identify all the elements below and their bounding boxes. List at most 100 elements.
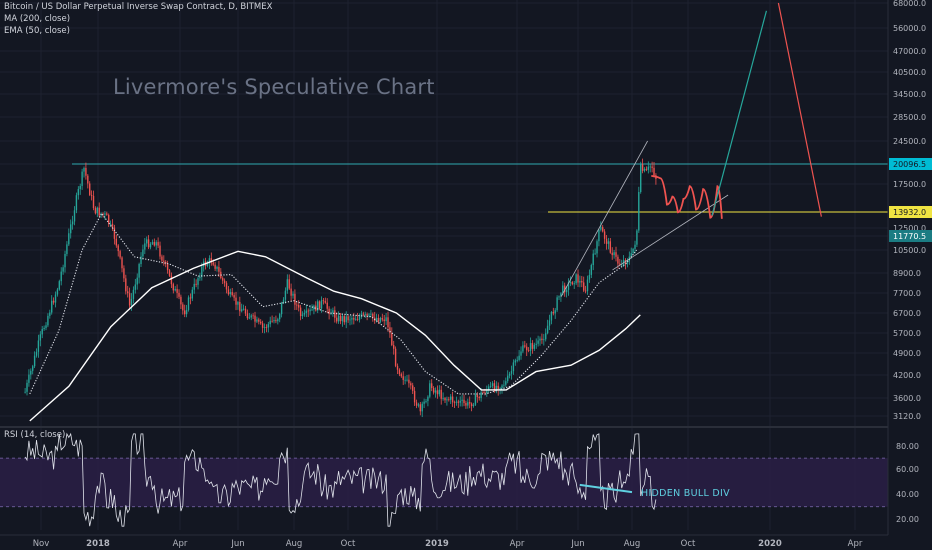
candle-body xyxy=(345,316,347,323)
candle-body xyxy=(292,293,294,296)
time-tick-label: Oct xyxy=(341,539,356,549)
price-tick-label: 3120.0 xyxy=(893,412,921,421)
candle-body xyxy=(309,309,311,312)
price-tag xyxy=(889,206,932,218)
candle-body xyxy=(336,317,338,322)
candle-body xyxy=(153,242,156,246)
rsi-tick-label: 40.00 xyxy=(896,490,919,499)
trend-line xyxy=(612,194,729,271)
candle-body xyxy=(210,258,213,263)
candle-body xyxy=(432,387,435,393)
price-tick-label: 28500.0 xyxy=(893,113,926,122)
rsi-legend[interactable]: RSI (14, close) xyxy=(4,430,66,440)
time-axis[interactable]: Nov 2018 Apr Jun Aug Oct 2019 Apr Jun Aug Oct 2020 A… xyxy=(0,534,932,550)
candle-body xyxy=(353,318,355,320)
candle-body xyxy=(258,319,260,322)
candle-body xyxy=(381,318,384,320)
candle-body xyxy=(96,207,99,214)
candle-body xyxy=(488,386,490,390)
price-tick-label: 68000.0 xyxy=(893,0,926,8)
trend-line xyxy=(560,140,648,297)
projected-wave xyxy=(651,175,723,219)
time-tick-label: 2018 xyxy=(86,539,110,549)
price-tick-label: 17500.0 xyxy=(893,180,926,189)
candle-body xyxy=(172,284,175,291)
candle-body xyxy=(605,238,608,244)
candle-body xyxy=(174,289,176,291)
candle-body xyxy=(653,167,655,176)
candle-body xyxy=(47,315,49,326)
candle-body xyxy=(596,241,598,254)
candle-body xyxy=(516,359,518,361)
candle-body xyxy=(423,401,425,404)
candle-body xyxy=(193,283,195,290)
candle-body xyxy=(602,227,604,232)
candle-body xyxy=(438,389,441,395)
price-tick-label: 3600.0 xyxy=(893,394,921,403)
candle-body xyxy=(277,319,279,322)
time-tick-label: Apr xyxy=(510,539,525,549)
candle-body xyxy=(71,221,74,225)
candle-body xyxy=(377,317,380,322)
candle-body xyxy=(166,263,169,271)
ema50-line xyxy=(29,212,638,395)
candle-body xyxy=(394,348,397,366)
ma-legend[interactable]: MA (200, close) xyxy=(4,14,71,24)
candle-body xyxy=(412,385,414,391)
candle-body xyxy=(455,401,458,403)
price-axis[interactable]: 68000.0 56000.0 47000.0 40500.0 34500.0 28500… xyxy=(887,0,932,550)
candle-body xyxy=(398,369,401,375)
candle-body xyxy=(611,252,613,256)
ema-legend[interactable]: EMA (50, close) xyxy=(4,26,70,36)
candle-body xyxy=(73,210,76,222)
price-tick-label: 40500.0 xyxy=(893,68,926,77)
candle-body xyxy=(290,288,292,296)
candle-body xyxy=(372,313,374,318)
price-tag-label: 20096.5 xyxy=(893,160,926,169)
candle-body xyxy=(144,243,146,250)
candle-body xyxy=(212,262,214,265)
symbol-title[interactable]: Bitcoin / US Dollar Perpetual Inverse Sw… xyxy=(4,2,273,12)
candle-body xyxy=(626,261,629,264)
candle-body xyxy=(254,315,256,322)
time-axis-bg xyxy=(0,535,932,550)
candle-body xyxy=(235,297,237,305)
candle-body xyxy=(375,317,378,321)
candle-body xyxy=(389,327,391,334)
candle-body xyxy=(592,253,594,266)
candle-body xyxy=(146,239,148,244)
candle-body xyxy=(130,298,133,306)
candle-body xyxy=(111,223,114,228)
candle-body xyxy=(478,397,480,398)
time-tick-label: Jun xyxy=(570,539,584,549)
candle-body xyxy=(79,185,81,190)
candle-body xyxy=(241,309,243,312)
candle-body xyxy=(75,195,78,211)
candle-body xyxy=(33,355,36,367)
candle-body xyxy=(83,167,85,172)
candle-body xyxy=(163,260,165,262)
candle-body xyxy=(151,242,154,244)
candle-body xyxy=(356,318,359,320)
candle-body xyxy=(26,382,28,392)
candle-body xyxy=(294,293,296,305)
candle-body xyxy=(564,285,566,293)
price-tag xyxy=(889,230,932,242)
candle-body xyxy=(404,379,406,381)
candle-body xyxy=(282,299,285,303)
candle-body xyxy=(543,339,545,341)
price-axis-bg xyxy=(888,0,932,550)
candle-body xyxy=(419,404,422,412)
candle-body xyxy=(180,296,182,305)
candle-body xyxy=(269,320,271,325)
candle-body xyxy=(244,308,247,314)
candle-body xyxy=(503,384,505,386)
candle-body xyxy=(510,371,513,374)
candle-body xyxy=(92,195,95,209)
candle-body xyxy=(573,283,575,285)
candle-body xyxy=(339,315,342,322)
candles xyxy=(24,158,657,418)
candle-body xyxy=(366,314,368,316)
time-tick-label: Jun xyxy=(230,539,244,549)
